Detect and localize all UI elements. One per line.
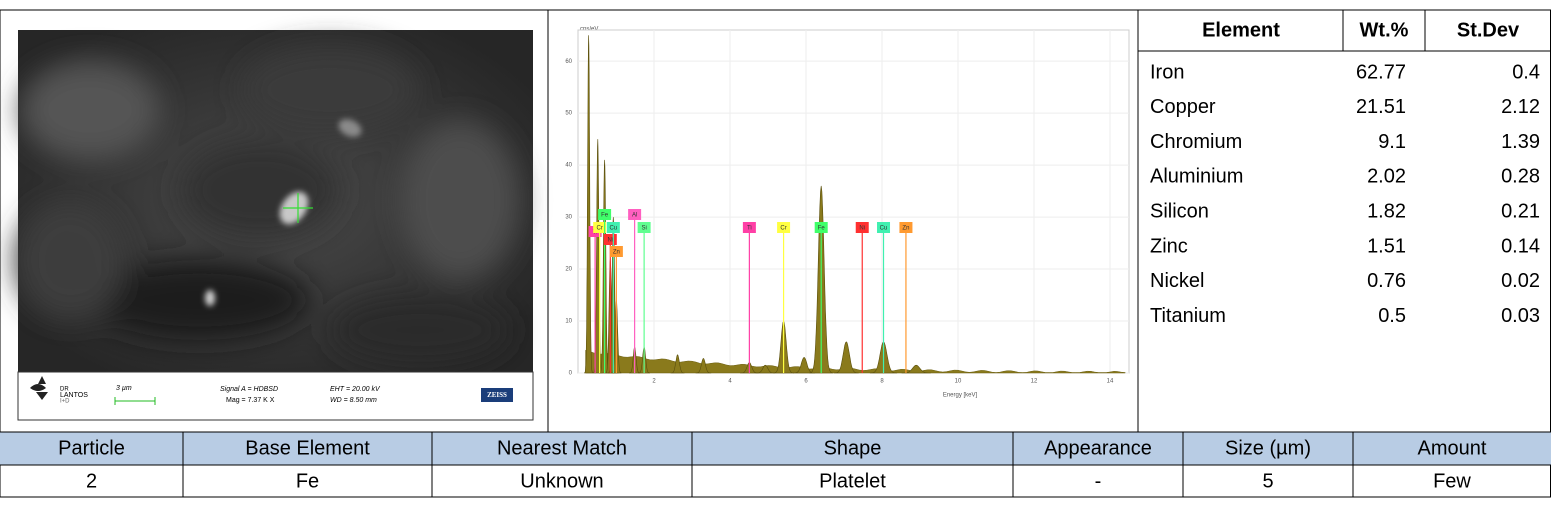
column-header: Appearance [1044, 437, 1152, 459]
element-name: Aluminium [1150, 166, 1243, 188]
value-cell: 0.14 [1501, 235, 1540, 257]
logo-text: I+D [60, 399, 70, 405]
y-tick-label: 40 [565, 163, 572, 169]
page: DR LANTOS I+D 3 µm Signal A = HDBSD Mag … [0, 0, 1551, 518]
column-header: St.Dev [1457, 19, 1520, 41]
x-tick-label: 14 [1107, 379, 1114, 385]
y-tick-label: 10 [565, 319, 572, 325]
sem-mag: Mag = 7.37 K X [226, 397, 275, 404]
value-cell: 1.51 [1367, 235, 1406, 257]
column-header: Nearest Match [497, 437, 627, 459]
table-cell: 2 [86, 470, 97, 492]
element-name: Zinc [1150, 235, 1188, 257]
x-tick-label: 6 [804, 379, 808, 385]
element-name: Copper [1150, 96, 1216, 118]
brand: ZEISS [487, 391, 507, 399]
sem-wd: WD = 8.50 mm [330, 397, 377, 404]
column-header: Particle [58, 437, 125, 459]
value-cell: 9.1 [1378, 131, 1406, 153]
column-header: Amount [1418, 437, 1487, 459]
y-tick-label: 60 [565, 59, 572, 65]
column-header: Size (µm) [1225, 437, 1311, 459]
table-cell: Fe [296, 470, 319, 492]
table-cell: Few [1433, 470, 1471, 492]
particle-table: Particle Base Element Nearest Match Shape Ap… [0, 432, 1551, 497]
value-cell: 0.76 [1367, 270, 1406, 292]
x-tick-label: 12 [1031, 379, 1038, 385]
element-marker-label: Cr [780, 226, 786, 232]
element-marker-label: Fe [601, 213, 609, 219]
element-marker-label: Zn [613, 250, 620, 256]
element-name: Chromium [1150, 131, 1242, 153]
value-cell: 62.77 [1356, 61, 1406, 83]
element-name: Silicon [1150, 200, 1209, 222]
value-cell: 0.21 [1501, 200, 1540, 222]
element-name: Nickel [1150, 270, 1204, 292]
column-header: Base Element [245, 437, 370, 459]
plot-area [578, 30, 1129, 373]
value-cell: 1.82 [1367, 200, 1406, 222]
column-header: Wt.% [1360, 19, 1409, 41]
element-marker-label: Al [632, 213, 637, 219]
x-tick-label: 4 [728, 379, 732, 385]
x-tick-label: 8 [880, 379, 884, 385]
value-cell: 1.39 [1501, 131, 1540, 153]
sem-eht: EHT = 20.00 kV [330, 386, 381, 393]
element-marker-label: Zn [902, 226, 909, 232]
element-table: Element Wt.% St.Dev Iron 62.77 0.4 Copper 21.51… [1138, 10, 1551, 327]
value-cell: 2.12 [1501, 96, 1540, 118]
x-tick-label: 2 [652, 379, 656, 385]
y-tick-label: 0 [569, 371, 573, 377]
element-name: Titanium [1150, 305, 1226, 327]
element-marker-label: Fe [818, 226, 826, 232]
y-tick-label: 30 [565, 215, 572, 221]
element-marker-label: Ni [607, 238, 613, 244]
element-marker-label: Cu [880, 226, 888, 232]
y-tick-label: 50 [565, 111, 572, 117]
y-tick-label: 20 [565, 267, 572, 273]
scale-bar-label: 3 µm [116, 385, 132, 392]
element-marker-label: Cr [596, 226, 602, 232]
value-cell: 0.02 [1501, 270, 1540, 292]
value-cell: 0.03 [1501, 305, 1540, 327]
table-cell: Platelet [819, 470, 886, 492]
element-name: Iron [1150, 61, 1184, 83]
value-cell: 0.28 [1501, 166, 1540, 188]
table-cell: Unknown [520, 470, 603, 492]
column-header: Shape [824, 437, 882, 459]
table-cell: - [1095, 470, 1102, 492]
column-header: Element [1202, 19, 1280, 41]
element-marker-label: Si [641, 226, 646, 232]
page-canvas: DR LANTOS I+D 3 µm Signal A = HDBSD Mag … [0, 0, 1551, 518]
sem-image: DR LANTOS I+D 3 µm Signal A = HDBSD Mag … [15, 30, 533, 420]
value-cell: 2.02 [1367, 166, 1406, 188]
x-tick-label: 10 [955, 379, 962, 385]
spectrum: cps/eV Energy [keV] 24681012140102030405… [565, 27, 1129, 399]
header-background [0, 432, 1551, 465]
element-marker-label: Ti [747, 226, 752, 232]
sem-signal: Signal A = HDBSD [220, 386, 278, 393]
sem-info-bar [18, 372, 533, 420]
value-cell: 0.5 [1378, 305, 1406, 327]
value-cell: 21.51 [1356, 96, 1406, 118]
element-marker-label: Ni [859, 226, 865, 232]
table-cell: 5 [1262, 470, 1273, 492]
x-axis-label: Energy [keV] [943, 393, 978, 399]
value-cell: 0.4 [1512, 61, 1540, 83]
element-marker-label: Cu [610, 226, 618, 232]
